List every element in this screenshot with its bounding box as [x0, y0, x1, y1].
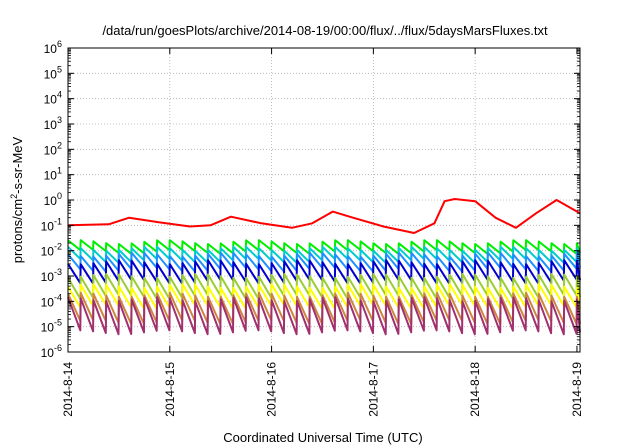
y-tick-label: 100	[44, 191, 62, 208]
series-line-9	[67, 296, 581, 336]
y-tick-label: 10-3	[41, 267, 62, 284]
x-tick-label: 2014-8-19	[570, 362, 584, 417]
x-tick-label: 2014-8-15	[163, 362, 177, 417]
chart-title: /data/run/goesPlots/archive/2014-08-19/0…	[102, 23, 548, 38]
series-line-4	[67, 251, 581, 273]
series-line-5	[67, 259, 581, 285]
series-group	[67, 198, 581, 336]
series-line-1	[67, 198, 581, 234]
y-tick-label: 10-2	[41, 242, 62, 259]
y-tick-label: 102	[44, 140, 62, 157]
x-tick-label: 2014-8-16	[265, 362, 279, 417]
y-tick-label: 10-4	[41, 292, 62, 309]
y-tick-label: 10-5	[41, 318, 62, 335]
y-tick-label: 101	[44, 166, 62, 183]
x-tick-label: 2014-8-17	[366, 362, 380, 417]
y-tick-label: 103	[44, 115, 62, 132]
x-tick-label: 2014-8-14	[61, 362, 75, 417]
x-axis-label: Coordinated Universal Time (UTC)	[223, 430, 422, 445]
x-tick-label: 2014-8-18	[468, 362, 482, 417]
y-axis-label: protons/cm2-s-sr-MeV	[9, 136, 25, 263]
y-tick-label: 106	[44, 39, 62, 56]
y-tick-label: 10-6	[41, 343, 62, 360]
y-tick-label: 10-1	[41, 216, 62, 233]
x-axis-ticks: 2014-8-14 2014-8-15 2014-8-16 2014-8-17 2014…	[61, 48, 584, 417]
y-tick-label: 104	[44, 90, 62, 107]
y-tick-label: 105	[44, 64, 62, 81]
y-axis-ticks: 10-6 10-5 10-4 10-3 10-2 10-1 100 101 102 103 104 1…	[41, 39, 580, 360]
